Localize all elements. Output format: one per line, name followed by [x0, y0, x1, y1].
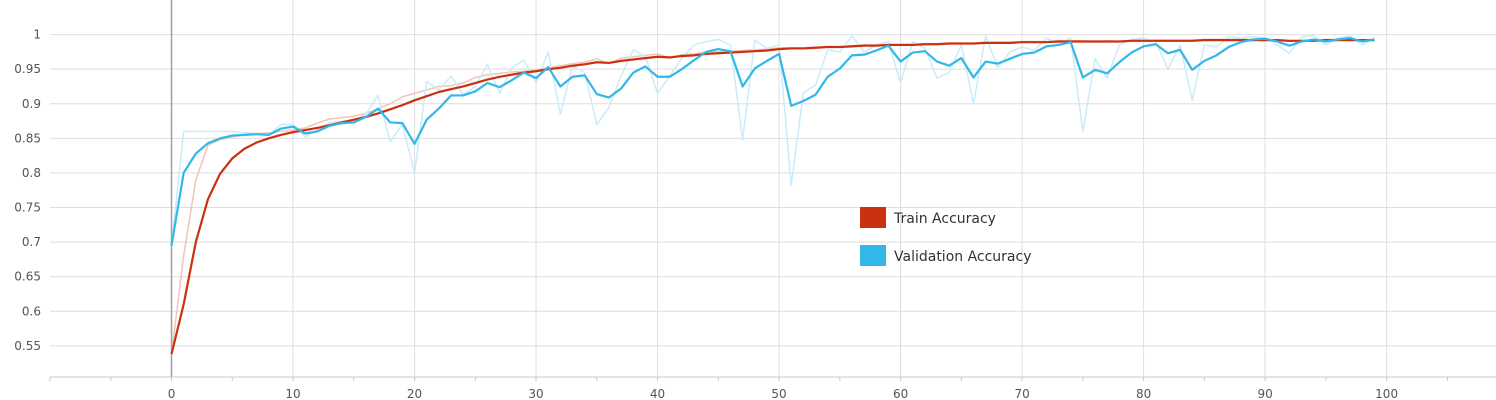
x-tick-label: 50: [771, 387, 786, 400]
legend-swatch-validation-accuracy: [860, 245, 886, 266]
x-tick-label: 60: [893, 387, 908, 400]
series-line-validation-accuracy: [170, 36, 1375, 246]
raw-line-validation-accuracy: [170, 35, 1375, 246]
legend: Train Accuracy Validation Accuracy: [860, 207, 1032, 266]
x-tick-label: 40: [650, 387, 665, 400]
y-tick-label: 0.95: [14, 62, 41, 76]
y-tick-label: 0.85: [14, 131, 41, 145]
y-tick-label: 0.75: [14, 201, 41, 215]
y-tick-label: 0.55: [14, 339, 41, 353]
x-tick-label: 30: [528, 387, 543, 400]
y-tick-label: 0.6: [22, 304, 41, 318]
y-tick-label: 1: [33, 28, 41, 42]
x-tick-label: 80: [1136, 387, 1151, 400]
y-tick-label: 0.7: [22, 235, 41, 249]
legend-label-train-accuracy: Train Accuracy: [893, 211, 996, 227]
x-tick-label: 90: [1257, 387, 1272, 400]
smoothed-lines-layer: [170, 36, 1375, 355]
y-tick-label: 0.65: [14, 270, 41, 284]
raw-line-train-accuracy: [170, 38, 1375, 355]
x-tick-label: 20: [407, 387, 422, 400]
x-tick-label: 100: [1375, 387, 1398, 400]
y-tick-label: 0.8: [22, 166, 41, 180]
y-tick-label: 0.9: [22, 97, 41, 111]
grid-layer: [50, 0, 1496, 377]
x-tick-label: 0: [168, 387, 176, 400]
legend-label-validation-accuracy: Validation Accuracy: [894, 249, 1032, 265]
x-tick-label: 10: [285, 387, 300, 400]
series-line-train-accuracy: [170, 39, 1375, 355]
x-tick-label: 70: [1014, 387, 1029, 400]
legend-swatch-train-accuracy: [860, 207, 886, 228]
raw-lines-layer: [170, 35, 1375, 355]
